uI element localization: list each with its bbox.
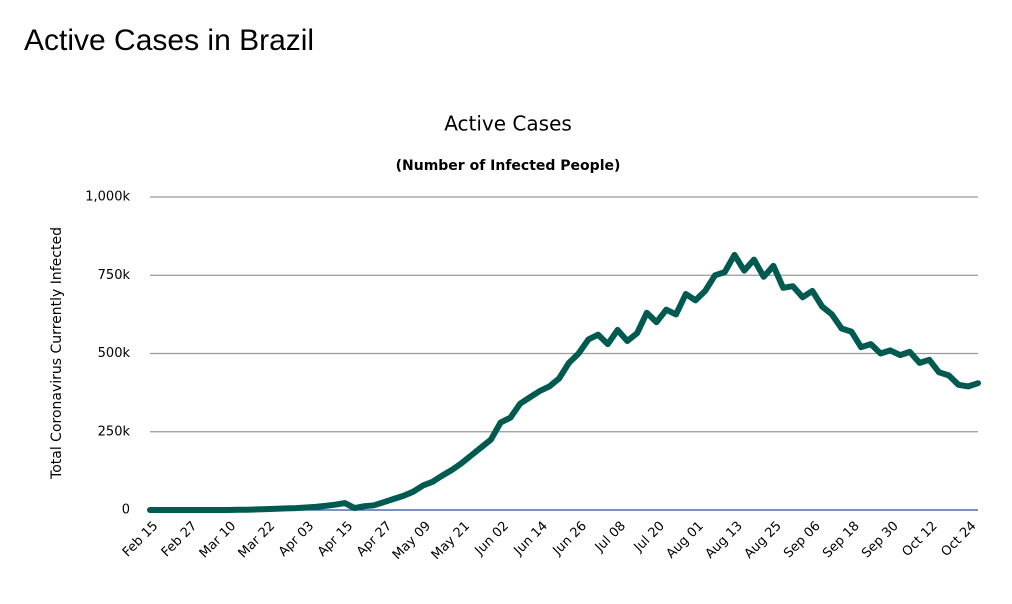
x-tick-label: Jul 08 (592, 519, 629, 556)
x-tick-label: Jun 14 (511, 519, 551, 559)
x-tick-label: Oct 12 (899, 519, 940, 560)
x-tick-label: Sep 30 (859, 519, 902, 562)
y-axis-label: Total Coronavirus Currently Infected (49, 227, 65, 480)
x-tick-label: May 09 (390, 519, 434, 563)
x-tick-label: Oct 24 (938, 519, 979, 560)
y-tick-label: 0 (122, 503, 130, 518)
x-tick-label: Apr 27 (354, 519, 395, 560)
x-tick-label: Sep 06 (781, 519, 824, 562)
x-tick-label: May 21 (429, 519, 473, 563)
x-tick-label: Sep 18 (820, 519, 863, 562)
x-tick-label: Jul 20 (631, 519, 668, 556)
y-tick-label: 1,000k (85, 190, 130, 205)
data-line (147, 251, 981, 513)
chart-subtitle: (Number of Infected People) (396, 158, 621, 174)
page-title: Active Cases in Brazil (24, 24, 314, 57)
y-tick-label: 250k (98, 424, 131, 439)
x-tick-label: Aug 01 (664, 519, 707, 562)
chart-title: Active Cases (444, 112, 572, 136)
x-tick-label: Feb 27 (159, 519, 201, 561)
x-tick-label: Apr 03 (276, 519, 317, 560)
x-tick-label: Aug 13 (703, 519, 746, 562)
y-tick-label: 500k (98, 346, 131, 361)
x-tick-label: Mar 10 (197, 519, 240, 562)
y-tick-label: 750k (98, 268, 131, 283)
x-tick-label: Aug 25 (742, 519, 785, 562)
x-tick-label: Feb 15 (120, 519, 162, 561)
x-tick-label: Jun 26 (550, 519, 590, 559)
x-tick-label: Jun 02 (472, 519, 512, 559)
x-tick-label: Mar 22 (236, 519, 279, 562)
x-tick-label: Apr 15 (315, 519, 356, 560)
